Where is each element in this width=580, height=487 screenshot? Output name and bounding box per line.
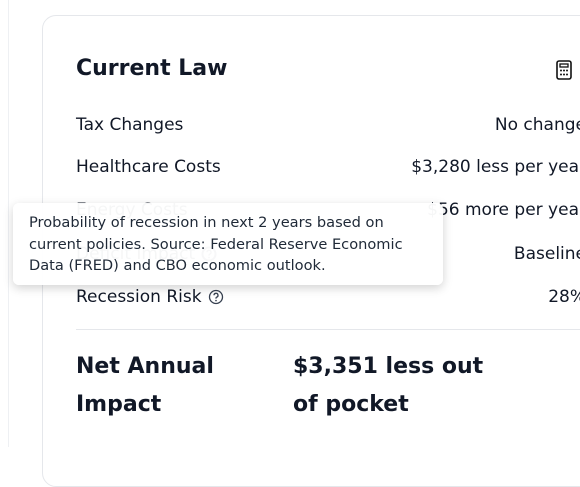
divider	[76, 329, 580, 330]
metric-label: Healthcare Costs	[76, 157, 221, 177]
side-edge	[8, 0, 9, 447]
metric-value: 28%	[548, 287, 580, 307]
metric-label-text: Recession Risk	[76, 287, 202, 307]
metric-label: Tax Changes	[76, 115, 183, 135]
card-title: Current Law	[76, 56, 228, 81]
help-icon[interactable]	[208, 289, 224, 305]
metric-row: Healthcare Costs $3,280 less per year	[76, 157, 580, 181]
metric-value: Baseline	[513, 244, 580, 264]
metric-label: Recession Risk	[76, 287, 224, 307]
page: Current Law Tax Changes No change Healthca…	[8, 0, 580, 487]
metric-label-text: Tax Changes	[76, 115, 184, 135]
metric-value: $3,280 less per year	[411, 157, 580, 177]
metric-row: Tax Changes No change	[76, 115, 580, 139]
metric-value: $56 more per year	[427, 200, 580, 220]
calculator-icon[interactable]	[555, 60, 573, 80]
metric-value: No change	[494, 115, 580, 135]
tooltip: Probability of recession in next 2 years…	[13, 203, 443, 285]
net-value: $3,351 less out of pocket	[293, 354, 484, 417]
metric-label-text: Healthcare Costs	[76, 157, 221, 177]
net-label: Net Annual Impact	[76, 354, 214, 417]
metric-row: Recession Risk 28%	[76, 287, 580, 311]
